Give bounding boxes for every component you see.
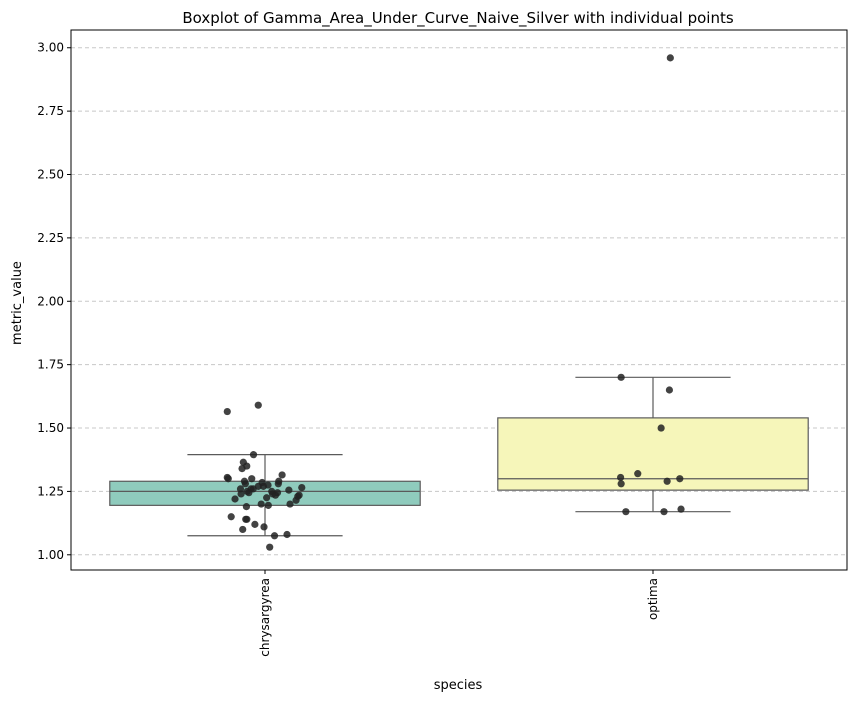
data-point [266,543,274,551]
data-point [224,475,232,483]
data-point [622,508,630,516]
data-point [657,424,665,432]
y-tick-label: 3.00 [37,41,64,55]
y-tick-label: 2.00 [37,294,64,308]
data-point [249,451,258,459]
data-point [616,473,625,482]
y-tick-label: 2.50 [37,168,64,182]
data-point [677,505,685,513]
data-point [270,532,279,540]
data-points [223,54,685,551]
data-point [298,484,306,492]
data-point [245,489,253,497]
y-tick-label: 2.25 [37,231,64,245]
data-point [264,501,272,509]
x-axis-ticks: chrysargyrea optima [258,570,660,657]
data-point [286,500,294,508]
x-tick-label: optima [646,578,660,620]
y-tick-label: 1.00 [37,548,64,562]
boxes [109,376,809,537]
data-point [666,54,674,62]
data-point [257,500,265,508]
data-point [248,475,256,483]
data-point [283,530,291,539]
data-point [660,508,668,516]
y-tick-label: 2.75 [37,104,64,118]
data-point [271,491,280,499]
data-point [617,373,625,381]
y-axis-ticks: 1.00 1.25 1.50 1.75 2.00 2.25 2.50 2.75 3.00 [37,41,71,562]
data-point [254,401,262,409]
y-tick-label: 1.75 [37,358,64,372]
data-point [663,477,671,485]
data-point [239,525,247,534]
plot-frame [70,29,848,571]
data-point [278,471,286,479]
data-point [260,523,268,531]
data-point [242,515,250,523]
data-point [634,470,642,478]
data-point [237,490,245,498]
box-chrysargyrea [109,480,421,506]
y-tick-label: 1.25 [37,484,64,498]
data-point [292,496,300,504]
data-point [263,494,271,502]
data-point [238,464,246,473]
data-point [285,486,293,494]
data-point [665,386,674,394]
data-point [231,495,239,503]
data-point [259,482,268,490]
data-point [617,480,625,488]
data-point [223,407,231,416]
y-tick-label: 1.50 [37,421,64,435]
data-point [676,475,684,483]
data-point [241,480,250,488]
x-axis-label: species [434,678,483,693]
data-point [251,520,259,528]
x-tick-label: chrysargyrea [258,578,272,657]
data-point [227,513,235,521]
y-axis-label: metric_value [10,261,25,345]
data-point [274,480,282,488]
chart-title: Boxplot of Gamma_Area_Under_Curve_Naive_… [182,9,734,28]
data-point [242,503,251,511]
box-optima [497,417,809,491]
